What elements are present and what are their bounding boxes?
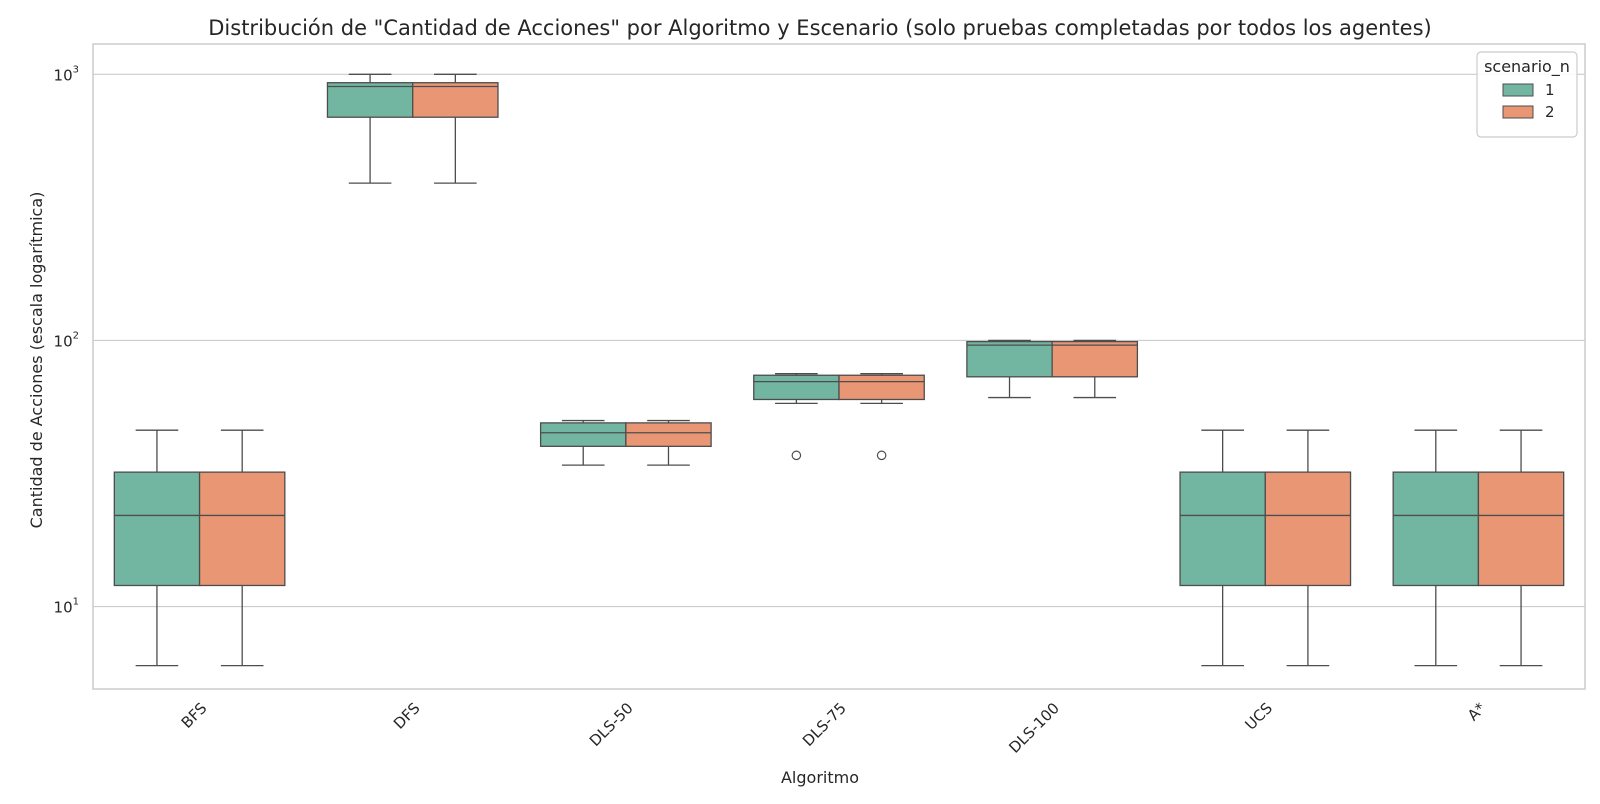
- box-a-s1-iqr-box: [1392, 471, 1480, 587]
- y-tick-exponent-0: 1: [73, 597, 79, 608]
- box-ucs-s1-iqr-box: [1179, 471, 1266, 587]
- box-ucs-s2-iqr-box: [1264, 471, 1352, 587]
- y-tick-exponent-2: 3: [73, 64, 79, 75]
- box-ucs-s1: [1179, 429, 1266, 667]
- box-dls75-s1-iqr-box: [753, 374, 840, 401]
- box-bfs-s2-iqr-box: [198, 471, 286, 587]
- y-axis-label: Cantidad de Acciones (escala logarítmica…: [27, 192, 46, 529]
- legend-label-2: 2: [1545, 103, 1555, 121]
- legend-label-1: 1: [1545, 81, 1555, 99]
- y-tick-base-0: 10: [54, 599, 73, 617]
- legend: scenario_n 1 2: [1476, 51, 1578, 138]
- chart-title: Distribución de "Cantidad de Acciones" p…: [208, 16, 1431, 40]
- box-bfs-s1: [113, 429, 201, 667]
- y-tick-base-2: 10: [54, 66, 73, 84]
- box-dls75-s2-iqr-box: [838, 374, 925, 401]
- box-dls50-s2-iqr-box: [625, 422, 712, 447]
- y-tick-exponent-1: 2: [73, 330, 79, 341]
- box-ucs-s2: [1264, 429, 1352, 667]
- box-a-s2: [1477, 429, 1565, 667]
- box-a-s2-iqr-box: [1477, 471, 1565, 587]
- box-dls100-s1: [966, 339, 1053, 399]
- x-tick-label-6: A*: [1464, 699, 1490, 725]
- x-tick-label-0: BFS: [178, 699, 211, 732]
- box-dls50-s2: [625, 419, 712, 466]
- x-tick-label-1: DFS: [390, 699, 424, 733]
- box-bfs-s2: [198, 429, 286, 667]
- x-tick-label-3: DLS-75: [799, 699, 850, 750]
- y-tick-label-1: 102: [54, 330, 79, 350]
- box-bfs-s1-iqr-box: [113, 471, 201, 587]
- legend-title: scenario_n: [1484, 57, 1570, 77]
- y-tick-label-0: 101: [54, 597, 79, 617]
- box-dfs-s2-iqr-box: [412, 82, 499, 118]
- box-dls100-s2-iqr-box: [1051, 340, 1139, 378]
- box-dls50-s1-iqr-box: [539, 422, 627, 447]
- box-dls100-s2: [1051, 339, 1139, 399]
- box-dls75-s1: [753, 373, 840, 461]
- legend-swatch-1: [1502, 83, 1534, 97]
- box-a-s1: [1392, 429, 1480, 667]
- box-dls75-s2: [838, 373, 925, 461]
- box-dls75-s2-outlier-0: [876, 450, 887, 461]
- plot-frame: [92, 43, 1586, 690]
- x-axis-label: Algoritmo: [781, 768, 859, 787]
- x-tick-label-5: UCS: [1241, 699, 1276, 734]
- y-tick-base-1: 10: [54, 332, 73, 350]
- box-dls100-s1-iqr-box: [966, 340, 1053, 378]
- box-dls75-s1-outlier-0: [791, 450, 802, 461]
- x-tick-label-2: DLS-50: [586, 699, 637, 750]
- box-dfs-s2: [412, 73, 499, 184]
- plot-area: [93, 44, 1585, 689]
- legend-swatch-2: [1502, 105, 1534, 119]
- x-tick-label-4: DLS-100: [1005, 699, 1063, 757]
- y-tick-label-2: 103: [54, 64, 79, 84]
- box-dfs-s1-iqr-box: [326, 82, 414, 118]
